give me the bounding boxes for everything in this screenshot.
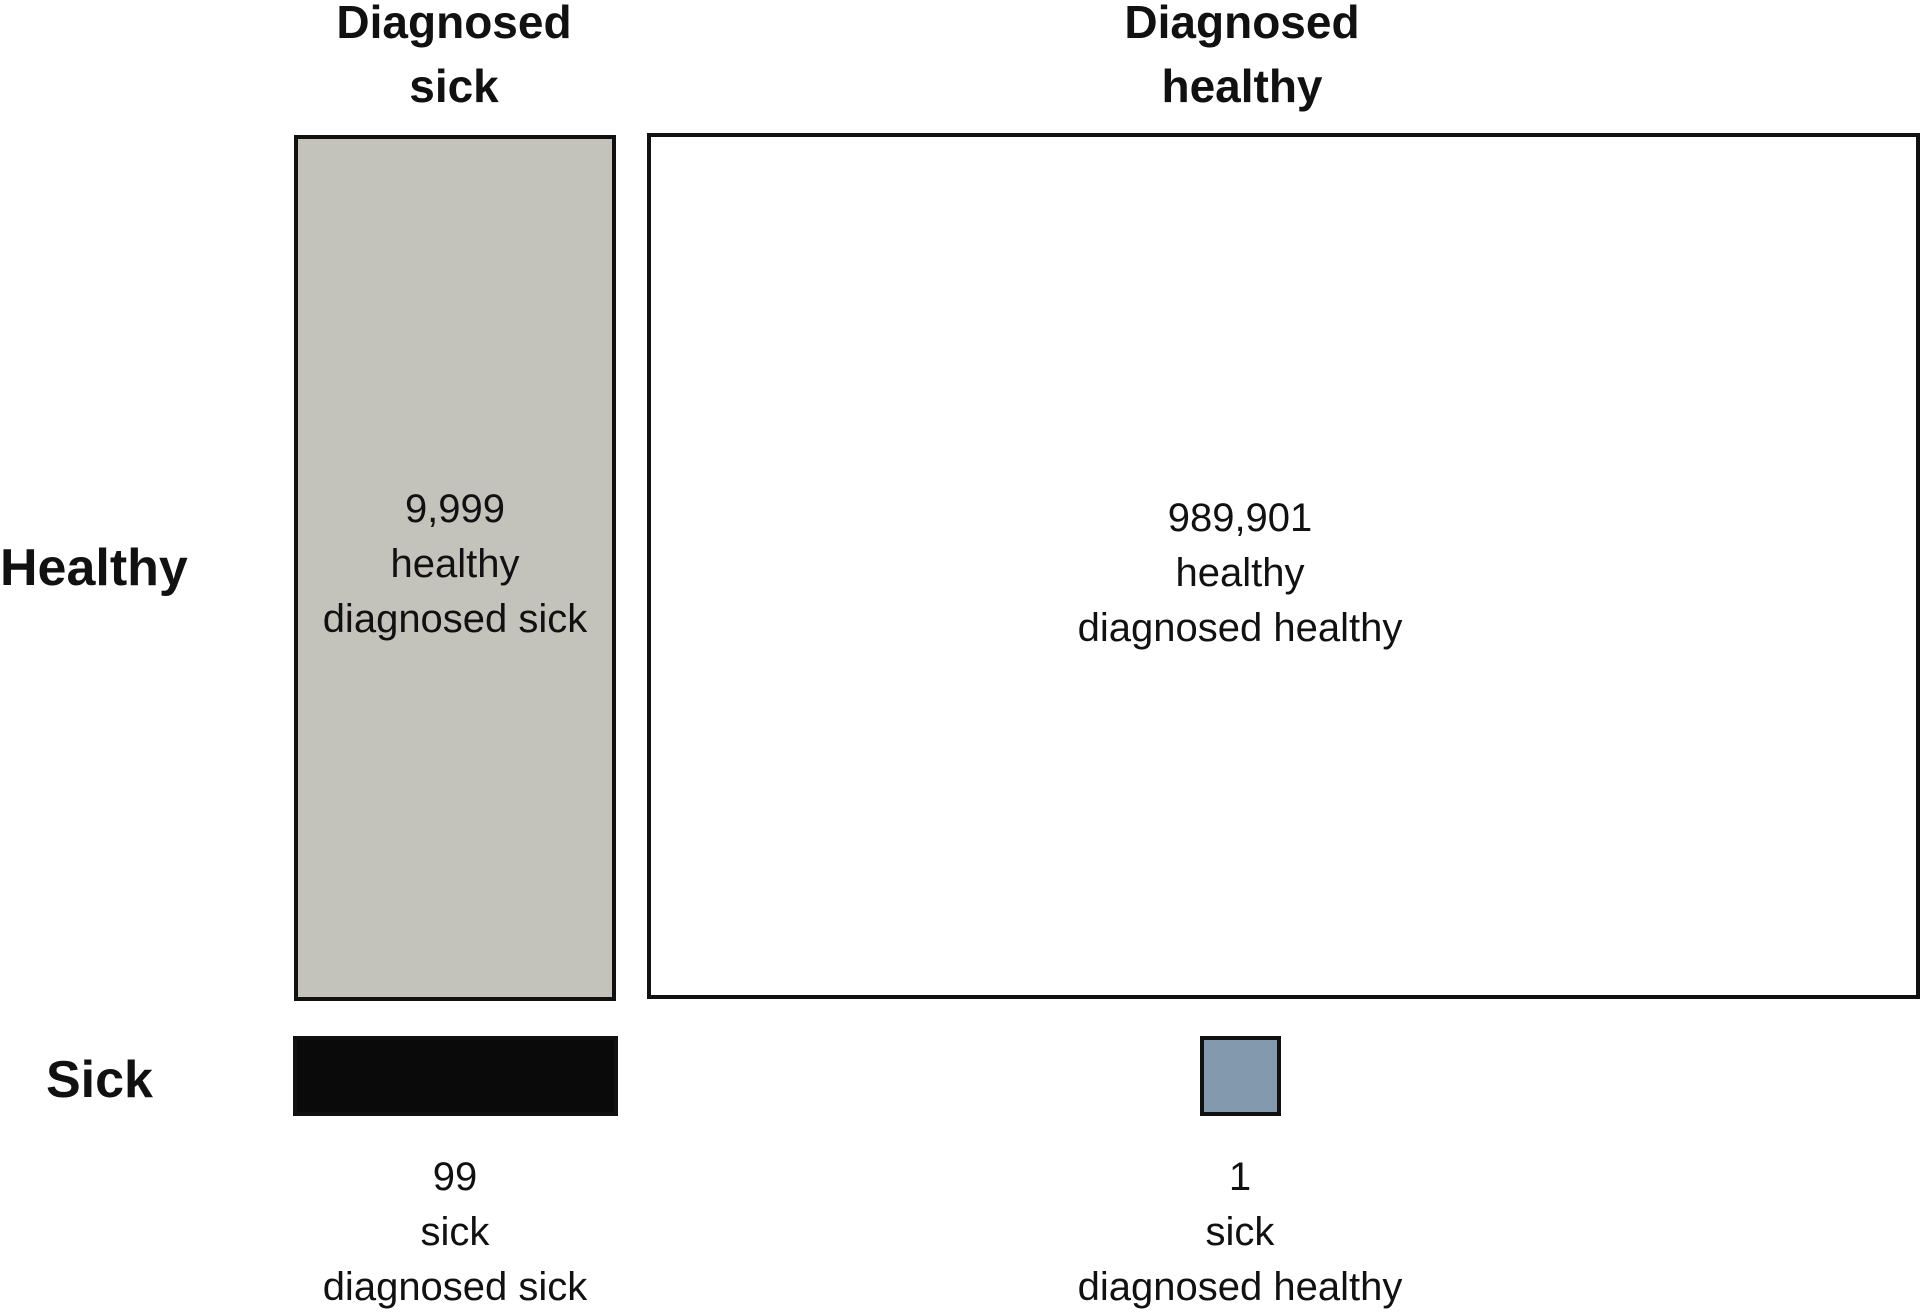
cell-status: sick bbox=[420, 1210, 490, 1254]
cell-label-sick-diagnosed-healthy: 1 sick diagnosed healthy bbox=[990, 1150, 1490, 1315]
cell-status: healthy bbox=[390, 542, 520, 586]
cell-diagnosis: diagnosed healthy bbox=[1077, 606, 1403, 650]
cell-count: 9,999 bbox=[404, 487, 506, 531]
cell-count: 1 bbox=[1228, 1155, 1252, 1199]
row-label-healthy: Healthy bbox=[0, 539, 188, 597]
cell-label-healthy-diagnosed-sick: 9,999 healthy diagnosed sick bbox=[205, 482, 705, 647]
cell-sick-diagnosed-sick bbox=[293, 1036, 618, 1116]
column-header-line1: Diagnosed bbox=[336, 0, 572, 48]
cell-healthy-diagnosed-sick bbox=[294, 135, 616, 1001]
cell-count: 99 bbox=[432, 1155, 478, 1199]
cell-diagnosis: diagnosed sick bbox=[322, 597, 588, 641]
cell-sick-diagnosed-healthy bbox=[1200, 1036, 1281, 1116]
column-header-line2: sick bbox=[409, 60, 499, 112]
cell-label-sick-diagnosed-sick: 99 sick diagnosed sick bbox=[205, 1150, 705, 1315]
column-header-diagnosed-sick: Diagnosed sick bbox=[254, 0, 654, 118]
cell-count: 989,901 bbox=[1167, 496, 1313, 540]
column-header-line2: healthy bbox=[1161, 60, 1323, 112]
row-label-sick: Sick bbox=[46, 1051, 153, 1109]
cell-label-healthy-diagnosed-healthy: 989,901 healthy diagnosed healthy bbox=[990, 491, 1490, 656]
cell-diagnosis: diagnosed sick bbox=[322, 1265, 588, 1309]
cell-diagnosis: diagnosed healthy bbox=[1077, 1265, 1403, 1309]
cell-healthy-diagnosed-healthy bbox=[647, 133, 1920, 999]
column-header-line1: Diagnosed bbox=[1124, 0, 1360, 48]
cell-status: healthy bbox=[1175, 551, 1305, 595]
cell-status: sick bbox=[1205, 1210, 1275, 1254]
column-header-diagnosed-healthy: Diagnosed healthy bbox=[1042, 0, 1442, 118]
